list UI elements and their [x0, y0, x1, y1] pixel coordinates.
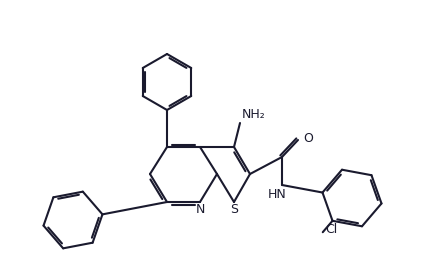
Text: O: O [302, 132, 312, 144]
Text: Cl: Cl [324, 223, 336, 236]
Text: NH₂: NH₂ [242, 108, 265, 121]
Text: HN: HN [267, 189, 286, 202]
Text: S: S [230, 203, 237, 216]
Text: N: N [195, 203, 204, 216]
